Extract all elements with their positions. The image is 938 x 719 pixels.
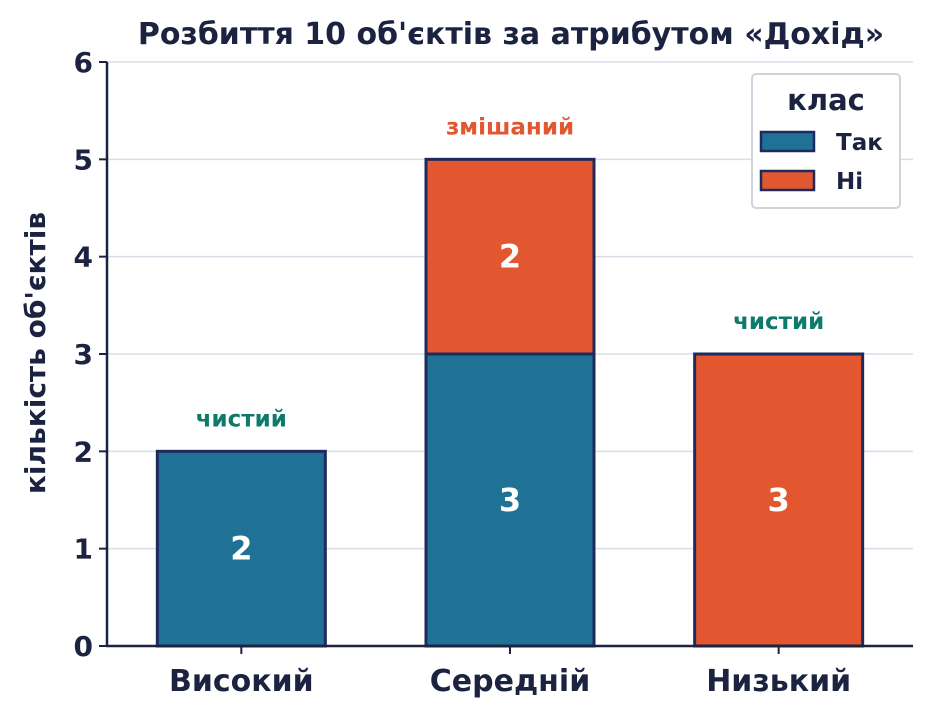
- y-ticks: 0 1 2 3 4 5 6: [74, 46, 107, 663]
- y-tick-label: 1: [74, 533, 93, 566]
- bar-segment: [424, 157, 596, 356]
- legend: клас Так Ні: [751, 73, 901, 209]
- legend-title: клас: [787, 83, 865, 117]
- bar-segment-label: 2: [499, 238, 521, 276]
- bar-segment: [424, 352, 596, 648]
- y-tick-label: 0: [74, 630, 93, 663]
- legend-label: Ні: [836, 169, 863, 195]
- y-axis-label: кількість об'єктів: [19, 212, 52, 494]
- legend-swatch: [759, 169, 816, 192]
- legend-label: Так: [836, 130, 883, 156]
- x-tick-label: Низький: [706, 664, 851, 699]
- purity-annotation: змішаний: [446, 114, 574, 140]
- bar-segment-label: 3: [768, 481, 790, 519]
- y-tick-label: 5: [74, 143, 93, 176]
- chart-title: Розбиття 10 об'єктів за атрибутом «Дохід…: [138, 17, 884, 52]
- bar-segment-label: 3: [499, 481, 521, 519]
- purity-annotation: чистий: [733, 309, 824, 335]
- legend-swatch: [759, 130, 816, 153]
- bars: 2 3 2 3: [155, 157, 865, 648]
- x-ticks: Високий Середній Низький: [169, 646, 851, 699]
- x-tick-label: Середній: [430, 664, 590, 699]
- y-tick-label: 4: [74, 241, 93, 274]
- y-tick-label: 6: [74, 46, 93, 79]
- y-tick-label: 2: [74, 435, 93, 468]
- y-tick-label: 3: [74, 338, 93, 371]
- purity-annotations: чистий змішаний чистий: [196, 114, 824, 432]
- x-tick-label: Високий: [169, 664, 314, 699]
- bar-segment-label: 2: [230, 530, 252, 568]
- purity-annotation: чистий: [196, 406, 287, 432]
- bar-segment: [693, 352, 865, 648]
